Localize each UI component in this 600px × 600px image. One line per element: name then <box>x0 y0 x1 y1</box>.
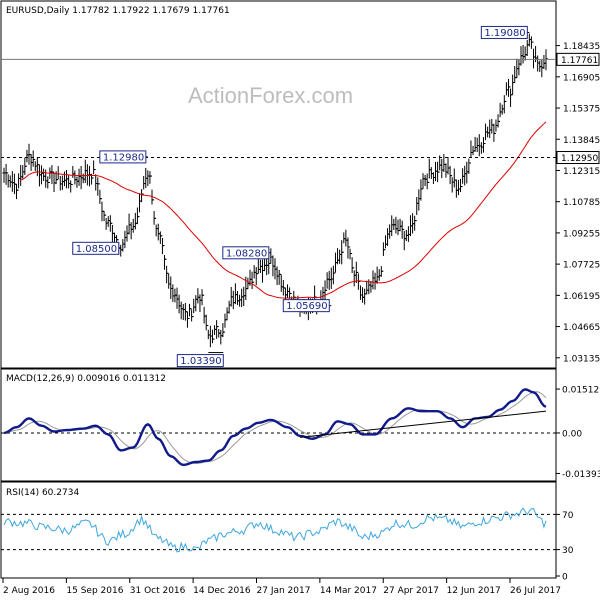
price-annotation: 1.12980 <box>99 150 148 164</box>
price-annotation-label: 1.05690 <box>286 301 327 312</box>
level-line-label: 1.12950 <box>561 154 598 164</box>
price-tick-label: 1.18435 <box>563 42 600 52</box>
rsi-tick-label: 30 <box>562 546 574 556</box>
price-annotation: 1.08500 <box>72 241 121 255</box>
rsi-axis: 70 30 0 <box>556 511 574 583</box>
price-annotation-label: 1.03390 <box>180 356 221 367</box>
macd-tick-label: 0.00 <box>562 429 582 439</box>
time-tick-label: 2 Aug 2016 <box>3 586 55 596</box>
time-tick-label: 27 Apr 2017 <box>383 586 439 596</box>
macd-tick-label: 0.01512 <box>562 386 599 396</box>
price-annotations: 1.19080 1.12980 1.08500 1.08280 1.05690 1.033… <box>72 25 530 368</box>
last-price-tag: 1.17761 <box>556 52 600 66</box>
macd-label: MACD(12,26,9) 0.009016 0.011312 <box>6 374 166 384</box>
price-annotation: 1.03390 <box>176 352 224 368</box>
time-tick-label: 15 Sep 2016 <box>66 586 123 596</box>
price-annotation-label: 1.19080 <box>484 28 525 39</box>
time-tick-label: 26 Jul 2017 <box>510 586 561 596</box>
chart-header: EURUSD,Daily 1.17782 1.17922 1.17679 1.1… <box>6 6 230 16</box>
macd-axis: 0.01512 0.00 -0.013938 <box>556 386 600 480</box>
price-tick-label: 1.12315 <box>563 167 600 177</box>
rsi-line <box>3 507 547 553</box>
price-tick-label: 1.10785 <box>563 198 600 208</box>
price-annotation-label: 1.08280 <box>226 248 267 259</box>
time-tick-label: 14 Mar 2017 <box>320 586 377 596</box>
rsi-tick-label: 70 <box>562 511 574 521</box>
macd-panel: MACD(12,26,9) 0.009016 0.011312 0.015120… <box>0 368 600 482</box>
watermark: ActionForex.com <box>188 83 353 108</box>
moving-average-line <box>20 121 547 299</box>
price-tick-label: 1.04665 <box>563 323 600 333</box>
macd-tick-label: -0.013938 <box>562 470 600 480</box>
price-annotation: 1.05690 <box>282 299 332 313</box>
price-annotation: 1.19080 <box>480 25 530 39</box>
rsi-level-lines <box>1 513 556 551</box>
price-tick-label: 1.03135 <box>563 354 600 364</box>
time-tick-label: 12 Jun 2017 <box>447 586 501 596</box>
time-tick-label: 27 Jan 2017 <box>257 586 311 596</box>
rsi-panel: RSI(14) 60.2734 70 30 0 <box>0 481 574 583</box>
price-tick-label: 1.07725 <box>563 261 600 271</box>
time-tick-label: 31 Oct 2016 <box>130 586 186 596</box>
price-axis: 1.18435 1.16905 1.15375 1.13845 1.12315 1.107… <box>556 42 600 364</box>
time-tick-label: 14 Dec 2016 <box>193 586 251 596</box>
price-tick-label: 1.15375 <box>563 105 600 115</box>
price-tick-label: 1.06195 <box>563 292 600 302</box>
price-tick-label: 1.09255 <box>563 229 600 239</box>
price-annotation-label: 1.08500 <box>76 244 117 255</box>
time-axis: 2 Aug 2016 15 Sep 2016 31 Oct 2016 14 Dec 2… <box>2 578 561 596</box>
price-panel: ActionForex.com EURUSD,Daily 1.17782 1.1… <box>0 0 600 369</box>
price-annotation: 1.08280 <box>222 246 271 259</box>
rsi-label: RSI(14) 60.2734 <box>6 488 79 498</box>
price-tick-label: 1.13845 <box>563 136 600 146</box>
macd-line <box>3 388 547 467</box>
last-price-label: 1.17761 <box>561 56 598 66</box>
price-tick-label: 1.16905 <box>563 73 600 83</box>
price-annotation-label: 1.12980 <box>103 152 144 163</box>
rsi-tick-label: 0 <box>562 573 568 583</box>
macd-trendline <box>299 410 547 438</box>
level-line-tag: 1.12950 <box>556 151 600 165</box>
